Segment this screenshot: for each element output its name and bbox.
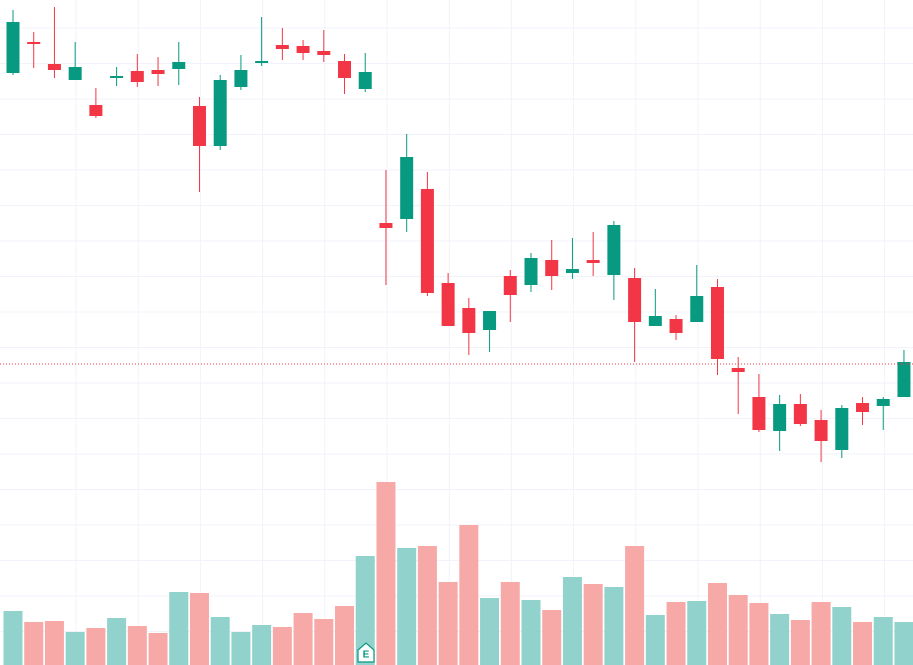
candle-body bbox=[172, 62, 186, 69]
candle-body bbox=[358, 72, 372, 89]
volume-bar bbox=[252, 625, 272, 665]
volume-bar bbox=[148, 633, 168, 665]
candle-body bbox=[441, 283, 455, 326]
candle-body bbox=[628, 278, 642, 322]
candle-body bbox=[462, 308, 476, 333]
volume-bar bbox=[521, 600, 541, 665]
candle-body bbox=[420, 189, 434, 293]
candle-body bbox=[793, 404, 807, 424]
candle-body bbox=[835, 408, 849, 450]
candle-body bbox=[27, 42, 41, 44]
candle-body bbox=[296, 46, 310, 53]
volume-bar bbox=[604, 587, 624, 665]
candle-body bbox=[6, 22, 20, 73]
volume-bar bbox=[210, 617, 230, 665]
volume-bar bbox=[272, 627, 292, 665]
volume-bar bbox=[811, 602, 831, 665]
volume-bar bbox=[853, 622, 873, 665]
volume-pane bbox=[3, 482, 913, 665]
candle-body bbox=[151, 70, 165, 74]
volume-bar bbox=[169, 592, 189, 665]
marker-badge bbox=[357, 642, 375, 663]
candle-body bbox=[213, 80, 227, 146]
candle-body bbox=[524, 258, 538, 285]
candle-body bbox=[130, 71, 144, 82]
marker-label: E bbox=[363, 650, 370, 661]
volume-bar bbox=[728, 595, 748, 665]
candle-body bbox=[110, 76, 124, 78]
volume-bar bbox=[231, 632, 251, 665]
volume-bar bbox=[770, 614, 790, 665]
volume-bar bbox=[127, 626, 147, 665]
volume-bar bbox=[645, 615, 665, 665]
volume-bar bbox=[749, 603, 769, 665]
volume-bar bbox=[666, 602, 686, 665]
candle-body bbox=[710, 287, 724, 359]
candle-body bbox=[690, 296, 704, 322]
volume-bar bbox=[397, 548, 417, 665]
candle-body bbox=[317, 51, 331, 55]
candle-body bbox=[897, 362, 911, 397]
candle-body bbox=[234, 70, 248, 87]
volume-bar bbox=[832, 607, 852, 665]
volume-bar bbox=[86, 628, 106, 665]
candle-body bbox=[648, 316, 662, 326]
candle-body bbox=[586, 260, 600, 263]
price-pane bbox=[0, 7, 913, 462]
volume-bar bbox=[44, 621, 64, 665]
candle-body bbox=[565, 269, 579, 273]
volume-bar bbox=[417, 546, 437, 665]
volume-bar bbox=[438, 582, 458, 665]
candle-body bbox=[876, 399, 890, 406]
volume-bar bbox=[542, 610, 562, 665]
candle-body bbox=[379, 223, 393, 228]
volume-bar bbox=[894, 622, 913, 665]
volume-bar bbox=[562, 577, 582, 665]
volume-bar bbox=[293, 613, 313, 665]
volume-bar bbox=[459, 525, 479, 665]
candle-body bbox=[503, 276, 517, 295]
volume-bar bbox=[376, 482, 396, 665]
earnings-marker: E bbox=[357, 642, 375, 663]
volume-bar bbox=[790, 620, 810, 665]
volume-bar bbox=[314, 619, 334, 665]
volume-bar bbox=[583, 584, 603, 665]
candle-body bbox=[856, 403, 870, 412]
candle-body bbox=[338, 61, 352, 78]
volume-bar bbox=[707, 583, 727, 665]
volume-bar bbox=[873, 617, 893, 665]
candle-body bbox=[545, 260, 559, 276]
volume-bar bbox=[335, 606, 355, 665]
candle-body bbox=[731, 368, 745, 372]
volume-bar bbox=[65, 632, 85, 665]
candle-body bbox=[89, 105, 103, 116]
volume-bar bbox=[355, 556, 375, 665]
candle-body bbox=[773, 404, 787, 431]
candle-body bbox=[68, 67, 82, 80]
candle-body bbox=[255, 61, 269, 63]
candle-body bbox=[275, 45, 289, 49]
candle-body bbox=[607, 225, 621, 275]
volume-bar bbox=[687, 601, 707, 665]
volume-bar bbox=[189, 593, 209, 665]
candle-body bbox=[192, 106, 206, 146]
candle-body bbox=[752, 397, 766, 430]
volume-bar bbox=[3, 611, 23, 665]
volume-bar bbox=[480, 598, 500, 665]
volume-bar bbox=[500, 582, 520, 665]
volume-bar bbox=[107, 618, 127, 665]
candle-body bbox=[47, 64, 61, 70]
candle-body bbox=[669, 319, 683, 333]
candle-body bbox=[483, 311, 497, 330]
volume-bar bbox=[24, 622, 44, 665]
volume-bar bbox=[625, 546, 645, 665]
candle-body bbox=[400, 157, 414, 219]
candle-body bbox=[814, 420, 828, 441]
